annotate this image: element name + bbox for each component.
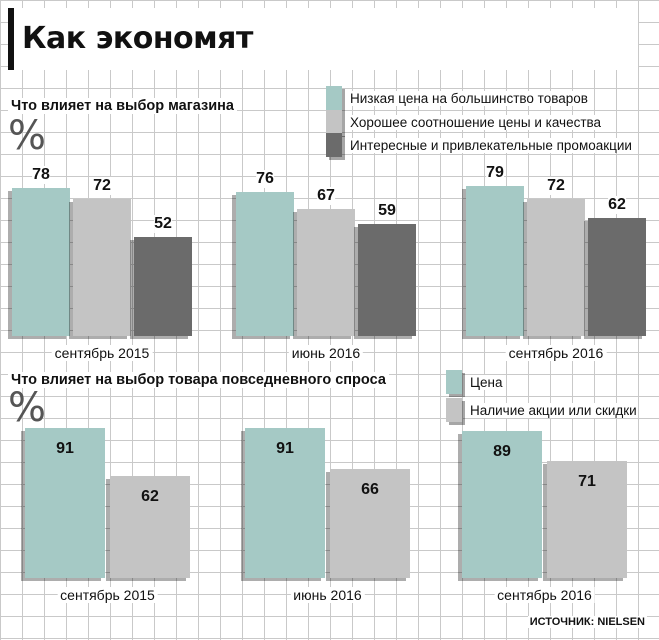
legend-item: Хорошее соотношение цены и качества	[326, 110, 602, 134]
bar-value-label: 72	[547, 177, 565, 196]
category-label: сентябрь 2016	[505, 345, 607, 361]
legend-label: Хорошее соотношение цены и качества	[350, 114, 602, 130]
legend-swatch	[326, 86, 342, 110]
bar-value-label: 62	[141, 487, 159, 505]
bar-1-1-2	[358, 223, 416, 336]
legend-swatch	[446, 398, 462, 422]
bar-2-0-1	[110, 475, 190, 578]
bar-1-1-1	[297, 208, 355, 336]
legend-label: Цена	[470, 374, 503, 390]
bar-value-label: 76	[256, 169, 274, 188]
chart2-subtitle: Что влияет на выбор товара повседневного…	[8, 372, 389, 388]
bar-value-label: 62	[608, 196, 626, 215]
chart1-subtitle: Что влияет на выбор магазина	[8, 98, 237, 114]
bar-value-label: 72	[93, 177, 111, 196]
bar-2-2-0	[462, 431, 542, 578]
bar-value-label: 89	[493, 443, 511, 461]
bar-value-label: 59	[378, 201, 396, 220]
bar-1-0-0	[12, 187, 70, 336]
legend-swatch	[326, 133, 342, 157]
bar-1-0-1	[73, 199, 131, 336]
bar-2-2-1	[547, 460, 627, 578]
bar-value-label: 91	[276, 439, 294, 457]
bar-value-label: 71	[578, 472, 596, 490]
bar-value-label: 78	[32, 165, 50, 184]
category-label: сентябрь 2015	[51, 345, 153, 361]
bar-value-label: 52	[154, 215, 172, 234]
legend-swatch	[446, 370, 462, 394]
legend-label: Интересные и привлекательные промоакции	[350, 137, 632, 153]
chart2-unit: %	[8, 385, 47, 431]
category-label: сентябрь 2015	[57, 587, 158, 603]
source-note: ИСТОЧНИК: NIELSEN	[527, 616, 647, 628]
legend-item: Цена	[446, 370, 503, 394]
chart-title: Как экономят	[8, 8, 638, 70]
bar-2-1-1	[330, 469, 410, 578]
bar-value-label: 79	[486, 163, 504, 182]
legend-label: Наличие акции или скидки	[470, 402, 637, 418]
bar-2-1-0	[245, 427, 325, 578]
bar-2-0-0	[25, 427, 105, 578]
bar-1-2-0	[466, 185, 524, 336]
legend-item: Наличие акции или скидки	[446, 398, 637, 422]
legend-item: Интересные и привлекательные промоакции	[326, 133, 632, 157]
bar-1-2-2	[588, 218, 646, 336]
bar-1-2-1	[527, 199, 585, 336]
bar-value-label: 67	[317, 186, 335, 205]
bar-value-label: 66	[361, 481, 379, 499]
legend-swatch	[326, 110, 342, 134]
category-label: сентябрь 2016	[494, 587, 595, 603]
legend-item: Низкая цена на большинство товаров	[326, 86, 588, 110]
bar-1-0-2	[134, 237, 192, 336]
bar-value-label: 91	[56, 439, 74, 457]
legend-label: Низкая цена на большинство товаров	[350, 90, 588, 106]
category-label: июнь 2016	[288, 345, 364, 361]
category-label: июнь 2016	[290, 587, 365, 603]
chart1-unit: %	[8, 113, 47, 159]
bar-1-1-0	[236, 191, 294, 336]
